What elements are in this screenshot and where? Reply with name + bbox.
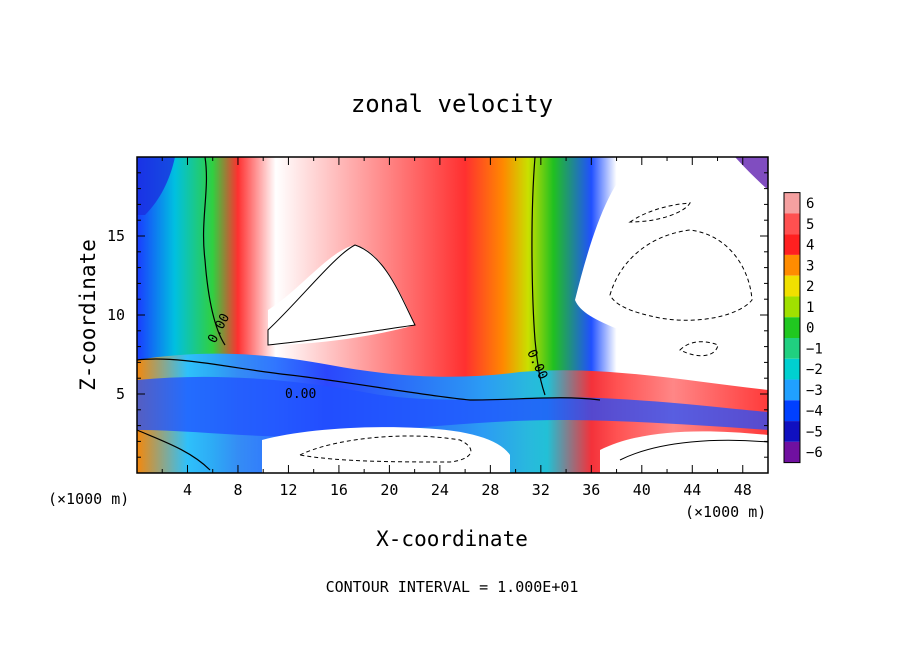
colorbar-label: −1 xyxy=(806,341,823,357)
contour-island xyxy=(267,244,416,346)
chart-title: zonal velocity xyxy=(351,90,553,118)
white-pocket-bottom-right xyxy=(600,431,768,473)
colorbar-swatch xyxy=(784,317,800,338)
x-tick-label: 44 xyxy=(683,481,701,499)
y-tick-label: 15 xyxy=(107,227,125,245)
x-axis-label: X-coordinate xyxy=(376,527,528,551)
colorbar-swatch xyxy=(784,358,800,380)
colorbar-label: 0 xyxy=(806,321,814,337)
x-tick-label: 24 xyxy=(431,481,449,499)
colorbar-frame xyxy=(783,192,801,464)
x-tick-label: 8 xyxy=(233,481,242,499)
colorbar-swatch xyxy=(784,213,800,235)
colorbar-swatch xyxy=(784,421,800,442)
colorbar-label: 4 xyxy=(806,238,814,254)
purple-corner xyxy=(735,157,768,190)
colorbar-swatch xyxy=(784,400,800,422)
colorbar-swatch xyxy=(784,254,800,276)
colorbar-label: −2 xyxy=(806,362,823,378)
colorbar-swatch xyxy=(784,234,800,255)
contour-bottom-right xyxy=(619,439,769,461)
contour-zero-right xyxy=(531,156,546,396)
footer-contour-interval: CONTOUR INTERVAL = 1.000E+01 xyxy=(326,578,579,596)
colorbar-swatch xyxy=(784,338,800,359)
contour-dashed-right xyxy=(609,229,753,321)
y-axis-label: Z-coordinate xyxy=(76,239,100,391)
x-tick-label: 20 xyxy=(380,481,398,499)
colorbar-label: −3 xyxy=(806,383,823,399)
y-tick-label: 5 xyxy=(116,385,125,403)
colorbar-label: 6 xyxy=(806,196,814,212)
x-tick-label: 4 xyxy=(183,481,192,499)
x-tick-label: 28 xyxy=(481,481,499,499)
contour-label-mid: 0.00 xyxy=(285,387,316,402)
x-axis-ticks: 4 8 12 16 20 24 28 32 36 40 44 48 xyxy=(161,157,752,499)
colorbar-label: −4 xyxy=(806,404,823,420)
colorbar-label: 1 xyxy=(806,300,814,316)
x-tick-label: 16 xyxy=(330,481,348,499)
x-tick-label: 40 xyxy=(633,481,651,499)
x-unit-right: (×1000 m) xyxy=(685,503,766,521)
colorbar-label: −5 xyxy=(806,424,823,440)
x-tick-label: 32 xyxy=(532,481,550,499)
colorbar: 6 5 4 3 2 1 0 −1 −2 −3 −4 −5 −6 xyxy=(783,192,823,464)
contour-dashed-upper-right xyxy=(628,202,691,223)
x-tick-label: 48 xyxy=(734,481,752,499)
white-region-right xyxy=(575,158,768,385)
x-tick-label: 36 xyxy=(582,481,600,499)
contour-zero-mid xyxy=(136,358,601,401)
white-island-mid xyxy=(268,245,415,345)
colorbar-swatch xyxy=(784,275,800,297)
colorbar-swatch xyxy=(784,296,800,318)
colorbar-swatch xyxy=(784,441,800,463)
blue-strip xyxy=(137,376,768,437)
colorbar-label: 2 xyxy=(806,279,814,295)
contour-zero-left xyxy=(202,156,226,346)
colorbar-label: 5 xyxy=(806,217,814,233)
colorbar-label: 3 xyxy=(806,258,814,274)
y-axis-ticks: 5 10 15 xyxy=(107,172,768,458)
colorbar-swatch xyxy=(784,379,800,401)
y-tick-label: 10 xyxy=(107,306,125,324)
colorbar-swatch xyxy=(784,192,800,214)
blue-edge-left xyxy=(137,157,175,215)
x-tick-label: 12 xyxy=(279,481,297,499)
x-unit-left: (×1000 m) xyxy=(48,490,129,508)
contour-lower-left xyxy=(136,429,211,471)
colorbar-label: −6 xyxy=(806,445,823,461)
heatmap-field: 0.00 0.00 0.00 xyxy=(136,156,769,473)
